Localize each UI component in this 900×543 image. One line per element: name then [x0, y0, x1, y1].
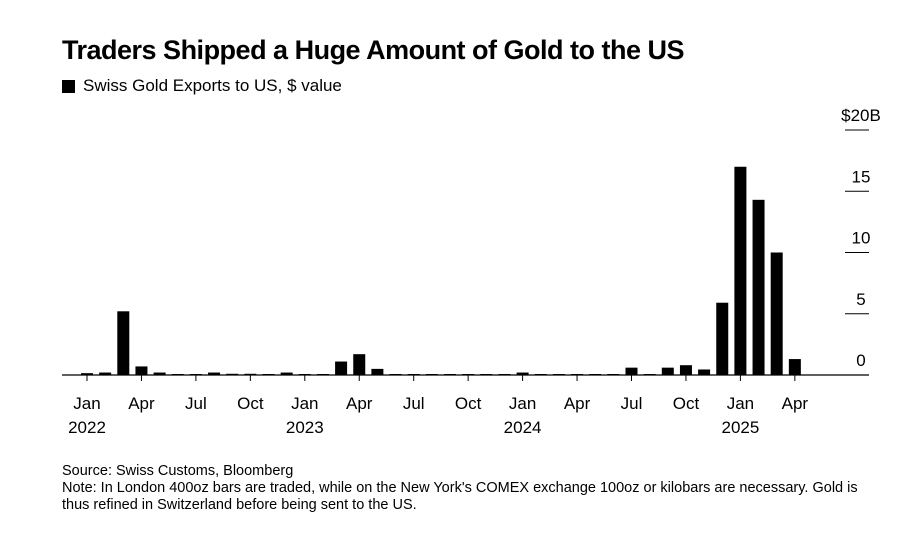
- y-tick-label: $20B: [841, 106, 881, 125]
- y-tick-label: 10: [852, 229, 871, 248]
- x-tick-label: Apr: [346, 394, 373, 413]
- legend-label: Swiss Gold Exports to US, $ value: [83, 76, 342, 95]
- y-tick-label: 5: [856, 290, 865, 309]
- y-tick-label: 0: [856, 351, 865, 370]
- bar: [117, 311, 130, 375]
- bar: [788, 359, 801, 375]
- x-tick-label: Apr: [564, 394, 591, 413]
- bar: [770, 252, 783, 375]
- chart-title: Traders Shipped a Huge Amount of Gold to…: [62, 35, 685, 65]
- x-tick-label: Jan: [291, 394, 318, 413]
- bar: [353, 354, 366, 375]
- bar: [244, 373, 257, 375]
- x-year-label: 2024: [504, 418, 542, 437]
- source-notes: Source: Swiss Customs, Bloomberg Note: I…: [62, 463, 882, 514]
- x-tick-label: Jan: [73, 394, 100, 413]
- bar: [135, 366, 148, 375]
- bar: [734, 166, 747, 375]
- y-tick-label: 15: [852, 167, 871, 186]
- bar: [716, 302, 729, 375]
- bar: [679, 365, 692, 375]
- bar: [99, 372, 112, 375]
- x-year-label: 2023: [286, 418, 324, 437]
- x-tick-label: Oct: [237, 394, 264, 413]
- x-tick-label: Jul: [185, 394, 207, 413]
- x-tick-label: Jul: [403, 394, 425, 413]
- bar: [752, 199, 765, 375]
- bar: [625, 367, 638, 375]
- source-text: Source: Swiss Customs, Bloomberg: [62, 463, 294, 479]
- x-tick-label: Apr: [782, 394, 809, 413]
- bar: [371, 368, 384, 375]
- x-year-label: 2022: [68, 418, 106, 437]
- x-tick-label: Jul: [621, 394, 643, 413]
- note-text: Note: In London 400oz bars are traded, w…: [62, 480, 858, 513]
- bar: [226, 373, 239, 375]
- legend: Swiss Gold Exports to US, $ value: [62, 76, 342, 96]
- x-tick-label: Oct: [673, 394, 700, 413]
- bar: [208, 372, 221, 375]
- bar: [81, 373, 93, 375]
- x-year-label: 2025: [721, 418, 759, 437]
- bar: [516, 372, 529, 375]
- bar: [335, 361, 348, 375]
- bar: [698, 369, 711, 375]
- x-tick-label: Apr: [128, 394, 155, 413]
- bar: [280, 372, 293, 375]
- x-tick-label: Oct: [455, 394, 482, 413]
- bar-chart: $20B 15 10 5 0 Jan 2022 Apr Jul Oct Jan 2023 Apr Jul O…: [62, 106, 881, 437]
- bar: [661, 367, 674, 375]
- x-tick-label: Jan: [727, 394, 754, 413]
- bar: [153, 372, 166, 375]
- legend-swatch: [62, 79, 75, 93]
- x-tick-label: Jan: [509, 394, 536, 413]
